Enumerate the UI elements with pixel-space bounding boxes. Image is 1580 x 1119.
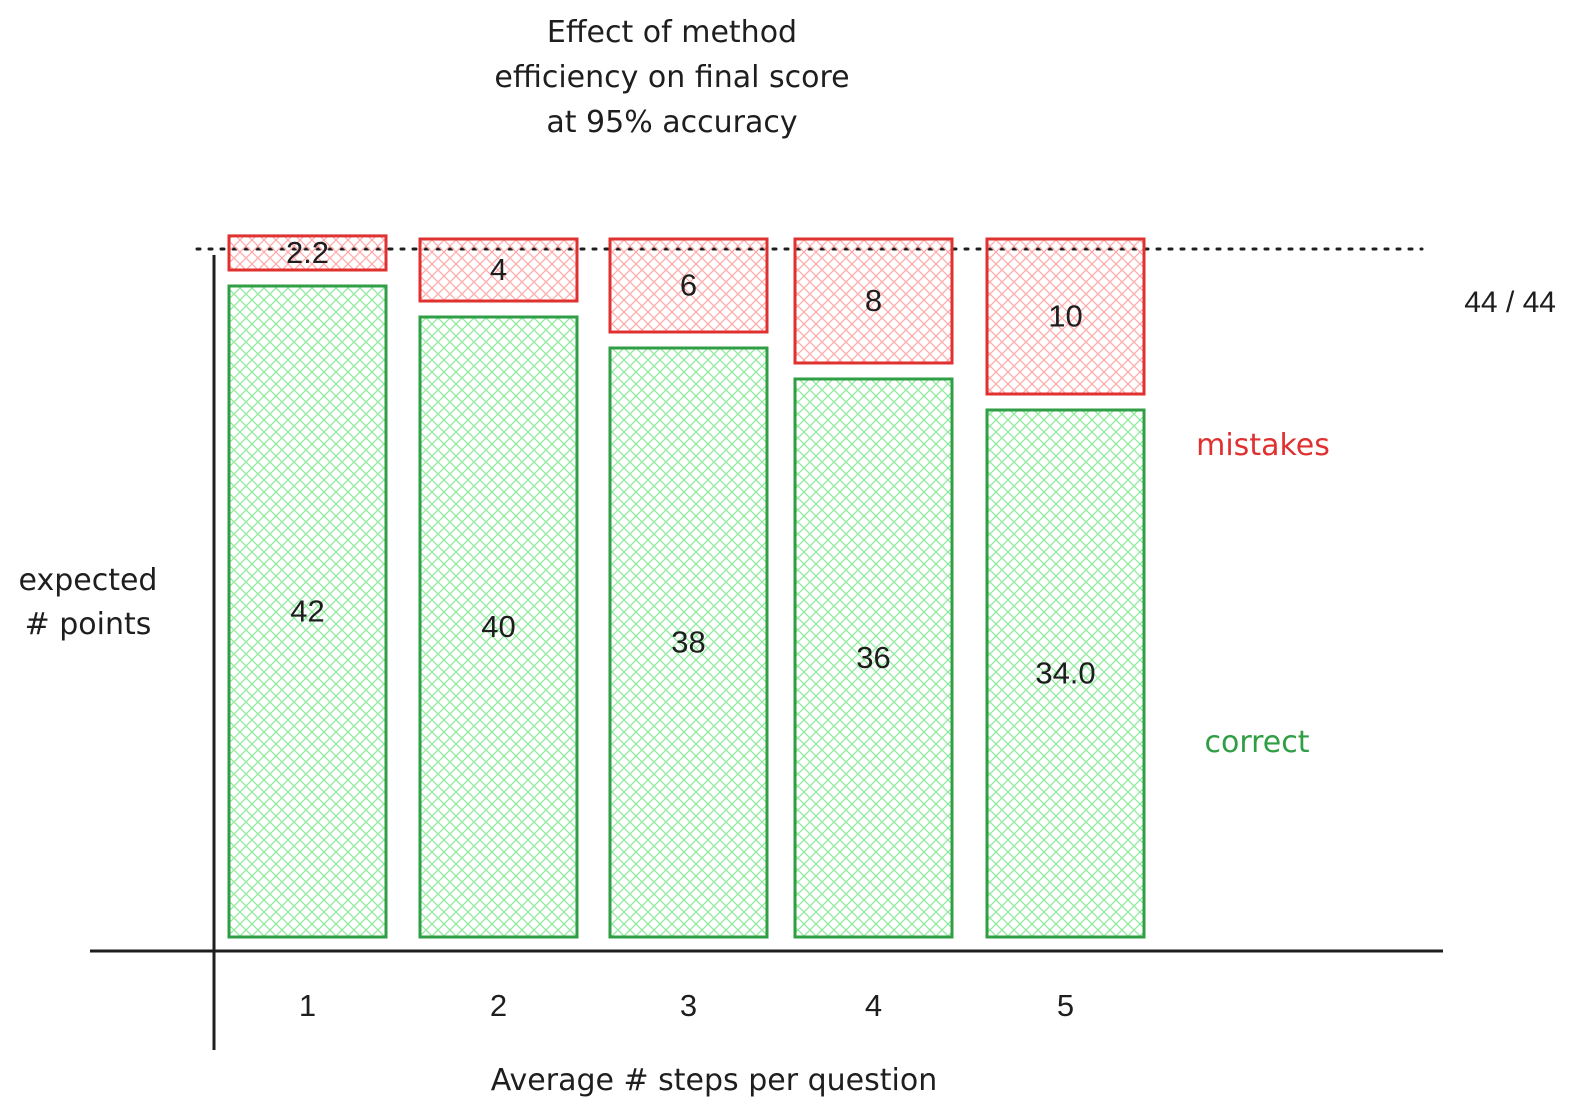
bar-mistakes-3 [608,237,769,334]
x-tick-label-2: 2 [490,988,507,1023]
bar-correct-5 [985,408,1146,939]
bar-mistakes-1 [227,234,388,272]
value-label-correct-4: 36 [856,640,890,675]
bar-correct-4 [793,377,954,939]
x-axis-label: Average # steps per question [491,1063,937,1098]
bar-correct-1 [227,284,388,939]
value-label-correct-1: 42 [290,594,324,629]
x-tick-labels: 1 2 3 4 5 [299,988,1074,1023]
x-tick-label-5: 5 [1057,988,1074,1023]
bar-correct-3 [608,346,769,939]
chart-title-line-1: Effect of method [547,15,797,50]
bar-mistakes-2 [418,237,579,303]
x-tick-label-1: 1 [299,988,316,1023]
chart-title-line-2: efficiency on final score [494,60,849,95]
y-axis-label-line-2: # points [25,607,152,642]
value-label-mistakes-2: 4 [490,252,507,287]
y-axis-label-line-1: expected [19,563,158,598]
bar-mistakes-5 [985,237,1146,396]
value-label-mistakes-5: 10 [1048,299,1082,334]
chart-title-line-3: at 95% accuracy [546,105,797,140]
max-score-label: 44 / 44 [1464,286,1556,319]
value-label-correct-3: 38 [671,625,705,660]
bar-correct-2 [418,315,579,939]
x-tick-label-4: 4 [865,988,882,1023]
x-tick-label-3: 3 [680,988,697,1023]
legend-mistakes: mistakes [1196,428,1330,463]
value-label-mistakes-4: 8 [865,283,882,318]
bar-mistakes-4 [793,237,954,365]
value-label-correct-2: 40 [481,609,515,644]
value-label-mistakes-3: 6 [680,268,697,303]
value-label-correct-5: 34.0 [1035,656,1095,691]
value-label-mistakes-1: 2.2 [286,235,329,270]
bars: 42 2.2 40 4 38 6 36 8 34.0 10 [227,234,1146,939]
legend-correct: correct [1204,725,1309,760]
